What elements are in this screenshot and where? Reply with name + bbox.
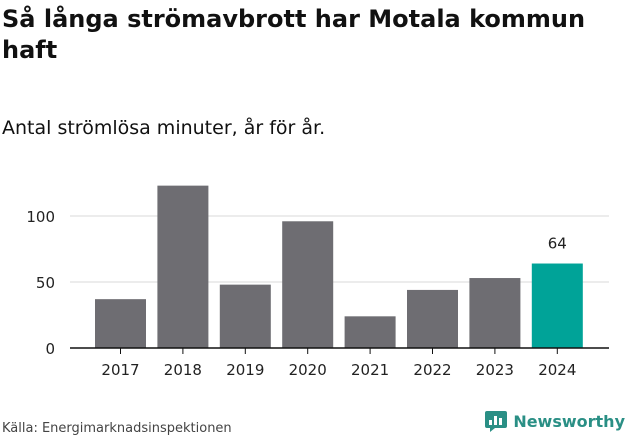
- x-tick-label-2018: 2018: [164, 361, 202, 379]
- bar-chart: 0 50 100 2017 2018 2019 2020 2021 2022 2023 2024 64: [26, 185, 609, 379]
- chart-subtitle: Antal strömlösa minuter, år för år.: [2, 117, 326, 139]
- x-tick-label-2023: 2023: [476, 361, 514, 379]
- y-tick-label-0: 0: [45, 340, 55, 358]
- brand-logo: Newsworthy: [484, 409, 625, 433]
- brand-name: Newsworthy: [513, 411, 625, 431]
- bar-2020: [282, 221, 334, 348]
- x-tick-label-2020: 2020: [289, 361, 327, 379]
- x-tick-label-2017: 2017: [101, 361, 139, 379]
- data-label-2024: 64: [548, 235, 567, 253]
- source-note: Källa: Energimarknadsinspektionen: [2, 421, 232, 436]
- bar-2022: [407, 289, 458, 348]
- bar-2024: [531, 263, 583, 348]
- bar-2023: [469, 278, 521, 348]
- bar-2019: [219, 284, 271, 348]
- chart-title: Så långa strömavbrott har Motala kommun …: [2, 5, 586, 64]
- bar-2021: [344, 316, 396, 348]
- y-tick-label-100: 100: [26, 208, 55, 226]
- y-tick-label-50: 50: [36, 274, 55, 292]
- bar-2018: [157, 185, 209, 348]
- x-tick-label-2024: 2024: [538, 361, 576, 379]
- x-tick-label-2021: 2021: [351, 361, 389, 379]
- x-tick-label-2022: 2022: [413, 361, 451, 379]
- x-tick-label-2019: 2019: [226, 361, 264, 379]
- newsworthy-logo-icon: [485, 411, 508, 432]
- bar-2017: [95, 299, 146, 348]
